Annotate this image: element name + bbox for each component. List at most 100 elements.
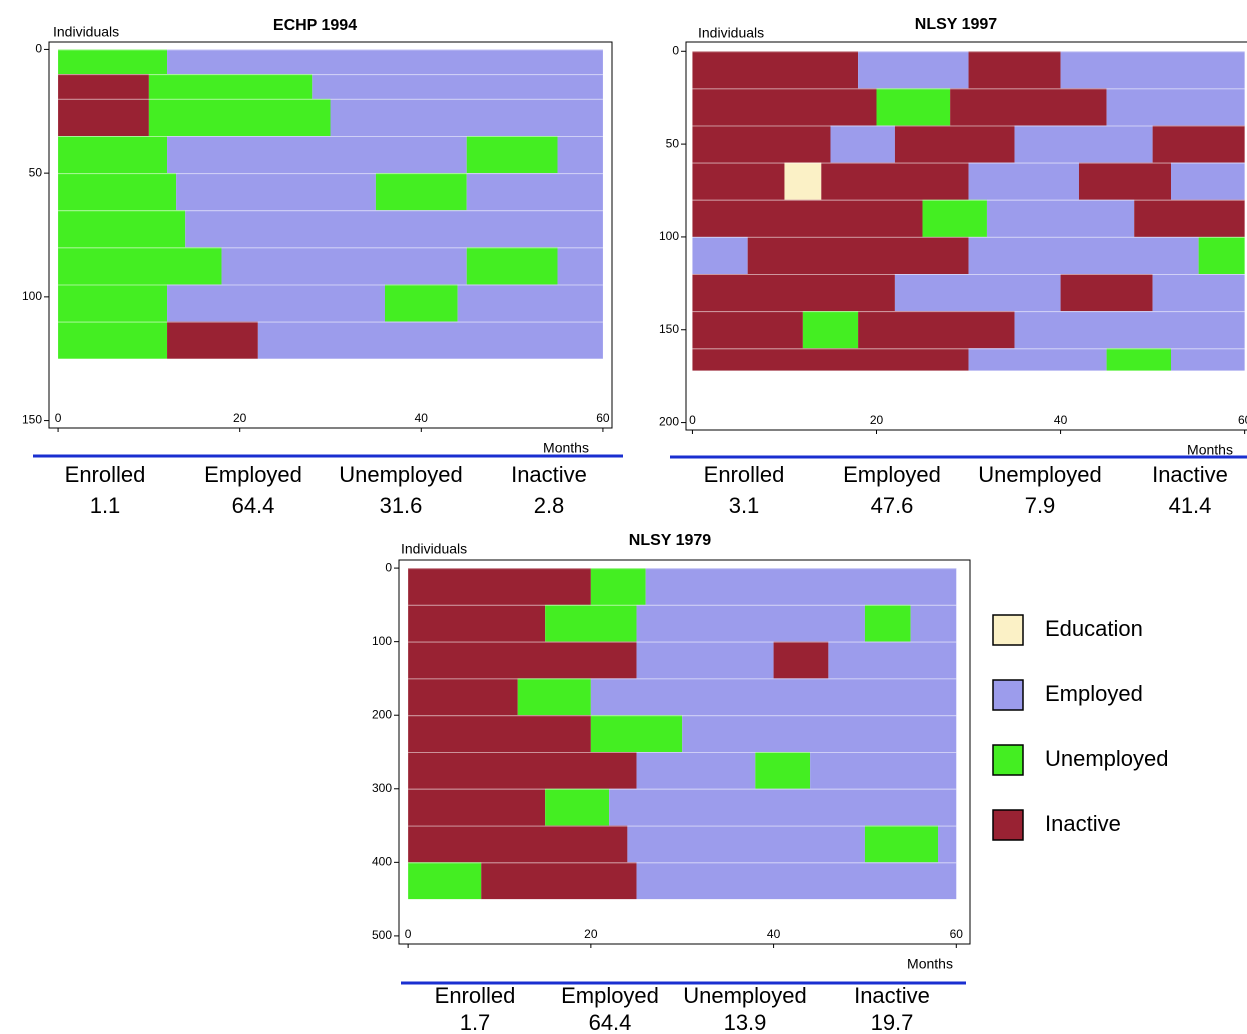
sequence-segment xyxy=(185,210,603,248)
summary-label: Inactive xyxy=(1152,462,1228,487)
y-tick-label: 400 xyxy=(372,855,392,869)
x-tick-label: 0 xyxy=(689,413,696,427)
sequence-segment xyxy=(408,825,628,863)
legend-label: Employed xyxy=(1045,681,1143,706)
sequence-segment xyxy=(408,715,591,752)
y-tick-label: 0 xyxy=(35,42,42,56)
sequence-segment xyxy=(968,348,1107,371)
plot-frame xyxy=(48,41,613,429)
summary-value: 47.6 xyxy=(871,493,914,518)
sequence-segment xyxy=(692,236,748,275)
sequence-segment xyxy=(755,752,811,789)
summary-value: 13.9 xyxy=(724,1010,767,1034)
legend-label: Unemployed xyxy=(1045,746,1169,771)
x-tick-label: 40 xyxy=(1054,413,1068,427)
x-tick-label: 60 xyxy=(1238,413,1247,427)
summary-label: Unemployed xyxy=(978,462,1102,487)
sequence-segment xyxy=(557,247,603,285)
y-tick-label: 150 xyxy=(659,322,679,336)
sequence-segment xyxy=(894,274,1061,312)
y-tick-label: 50 xyxy=(666,136,680,150)
sequence-segment xyxy=(636,604,865,642)
legend-swatch xyxy=(992,744,1024,776)
sequence-segment xyxy=(692,311,803,349)
sequence-segment xyxy=(557,136,603,174)
sequence-segment xyxy=(167,49,603,75)
sequence-segment xyxy=(1078,162,1172,200)
sequence-segment xyxy=(692,274,895,312)
summary-value: 7.9 xyxy=(1025,493,1056,518)
sequence-segment xyxy=(1171,162,1245,200)
y-tick-label: 300 xyxy=(372,781,392,795)
sequence-segment xyxy=(167,136,467,174)
sequence-segment xyxy=(1171,348,1245,371)
sequence-segment xyxy=(894,125,1015,163)
summary-label: Employed xyxy=(843,462,941,487)
x-tick-label: 20 xyxy=(584,927,598,941)
summary-label: Inactive xyxy=(854,983,930,1008)
legend-label: Inactive xyxy=(1045,811,1121,836)
sequence-segment xyxy=(968,162,1079,200)
sequence-segment xyxy=(692,51,859,89)
summary-label: Enrolled xyxy=(435,983,516,1008)
sequence-segment xyxy=(545,604,637,642)
x-tick-label: 40 xyxy=(415,411,429,425)
sequence-segment xyxy=(609,788,957,826)
sequence-segment xyxy=(58,98,149,137)
sequence-segment xyxy=(408,788,546,826)
sequence-segment xyxy=(938,825,957,863)
sequence-segment xyxy=(590,568,646,605)
sequence-segment xyxy=(1152,125,1245,163)
y-tick-label: 0 xyxy=(672,43,679,57)
sequence-segment xyxy=(828,641,957,679)
sequence-segment xyxy=(950,88,1107,126)
summary-label: Inactive xyxy=(511,462,587,487)
sequence-segment xyxy=(167,321,258,359)
sequence-segment xyxy=(58,173,177,211)
sequence-segment xyxy=(830,125,895,163)
sequence-segment xyxy=(590,715,683,752)
sequence-segment xyxy=(858,51,969,89)
sequence-segment xyxy=(864,604,911,642)
sequence-segment xyxy=(148,98,331,137)
sequence-segment xyxy=(773,641,829,679)
sequence-segment xyxy=(408,641,637,679)
summary-value: 31.6 xyxy=(380,493,423,518)
sequence-segment xyxy=(312,74,603,99)
sequence-segment xyxy=(408,604,546,642)
y-tick-label: 0 xyxy=(385,560,392,574)
sequence-segment xyxy=(1198,236,1245,275)
x-tick-label: 60 xyxy=(596,411,610,425)
y-axis-label: Individuals xyxy=(401,541,467,557)
sequence-segment xyxy=(1014,125,1153,163)
x-axis-label: Months xyxy=(1187,442,1233,458)
x-tick-label: 0 xyxy=(405,927,412,941)
sequence-segment xyxy=(384,284,458,322)
y-tick-label: 100 xyxy=(659,229,679,243)
sequence-segment xyxy=(58,210,186,248)
y-tick-label: 500 xyxy=(372,928,392,942)
sequence-segment xyxy=(858,311,1015,349)
sequence-segment xyxy=(481,862,637,900)
sequence-segment xyxy=(645,568,957,605)
summary-label: Employed xyxy=(204,462,302,487)
sequence-segment xyxy=(636,752,756,789)
sequence-segment xyxy=(636,641,774,679)
summary-value: 3.1 xyxy=(729,493,760,518)
y-tick-label: 100 xyxy=(22,289,42,303)
sequence-segment xyxy=(1134,199,1245,237)
plot-frame xyxy=(398,559,971,945)
sequence-segment xyxy=(802,311,859,349)
sequence-segment xyxy=(408,678,518,716)
legend-swatch xyxy=(992,614,1024,646)
summary-label: Enrolled xyxy=(65,462,146,487)
sequence-segment xyxy=(58,49,168,75)
sequence-segment xyxy=(1060,274,1153,312)
x-tick-label: 20 xyxy=(233,411,247,425)
sequence-segment xyxy=(627,825,865,863)
summary-label: Unemployed xyxy=(339,462,463,487)
summary-value: 64.4 xyxy=(589,1010,632,1034)
sequence-segment xyxy=(692,162,785,200)
summary-value: 1.7 xyxy=(460,1010,491,1034)
